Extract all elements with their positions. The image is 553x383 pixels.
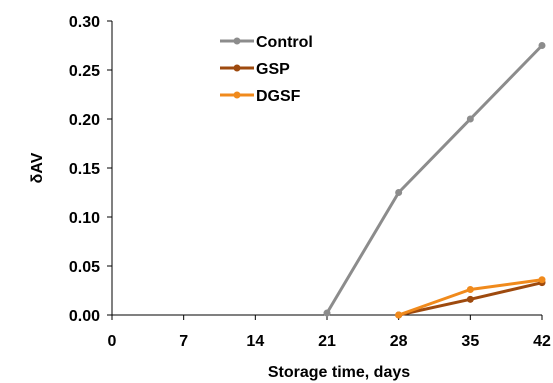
legend-marker-gsp: [233, 64, 241, 72]
legend-label-dgsf: DGSF: [256, 88, 301, 105]
series-gsp: [395, 279, 546, 319]
data-point-control: [323, 309, 331, 317]
data-point-control: [538, 42, 546, 49]
data-point-dgsf: [466, 286, 474, 294]
x-tick-label: 42: [533, 333, 551, 350]
y-tick-label: 0.15: [69, 161, 100, 178]
y-tick-label: 0.25: [69, 63, 100, 80]
data-point-control: [466, 115, 474, 123]
series-control: [323, 42, 546, 317]
y-axis-title: δAV: [29, 152, 46, 183]
legend-item-dgsf: DGSF: [220, 88, 301, 105]
x-tick-label: 0: [108, 333, 117, 350]
y-tick-label: 0.30: [69, 14, 100, 31]
legend: Control GSP DGSF: [220, 34, 313, 105]
series-line-control: [325, 44, 544, 314]
x-tick-label: 14: [246, 333, 264, 350]
data-point-control: [395, 189, 403, 196]
x-tick-label: 21: [318, 333, 336, 350]
x-tick-label: 7: [179, 333, 188, 350]
legend-label-gsp: GSP: [256, 61, 290, 78]
series-group: [323, 42, 546, 319]
data-point-dgsf: [538, 276, 546, 284]
legend-marker-control: [233, 37, 241, 45]
y-axis-ticks: 0.00 0.05 0.10 0.15 0.20 0.25 0.30: [69, 14, 112, 325]
y-tick-label: 0.20: [69, 112, 100, 129]
data-point-dgsf: [395, 311, 403, 319]
legend-item-gsp: GSP: [220, 61, 290, 78]
x-axis-ticks: 0 7 14 21 28 35 42: [108, 315, 551, 350]
y-tick-label: 0.10: [69, 210, 100, 227]
series-dgsf: [395, 276, 546, 319]
x-axis-title: Storage time, days: [268, 364, 410, 381]
data-point-gsp: [466, 295, 474, 303]
legend-label-control: Control: [256, 34, 313, 51]
y-tick-label: 0.00: [69, 308, 100, 325]
y-tick-label: 0.05: [69, 259, 100, 276]
legend-item-control: Control: [220, 34, 313, 51]
x-tick-label: 28: [390, 333, 408, 350]
x-tick-label: 35: [461, 333, 479, 350]
legend-marker-dgsf: [233, 91, 241, 99]
